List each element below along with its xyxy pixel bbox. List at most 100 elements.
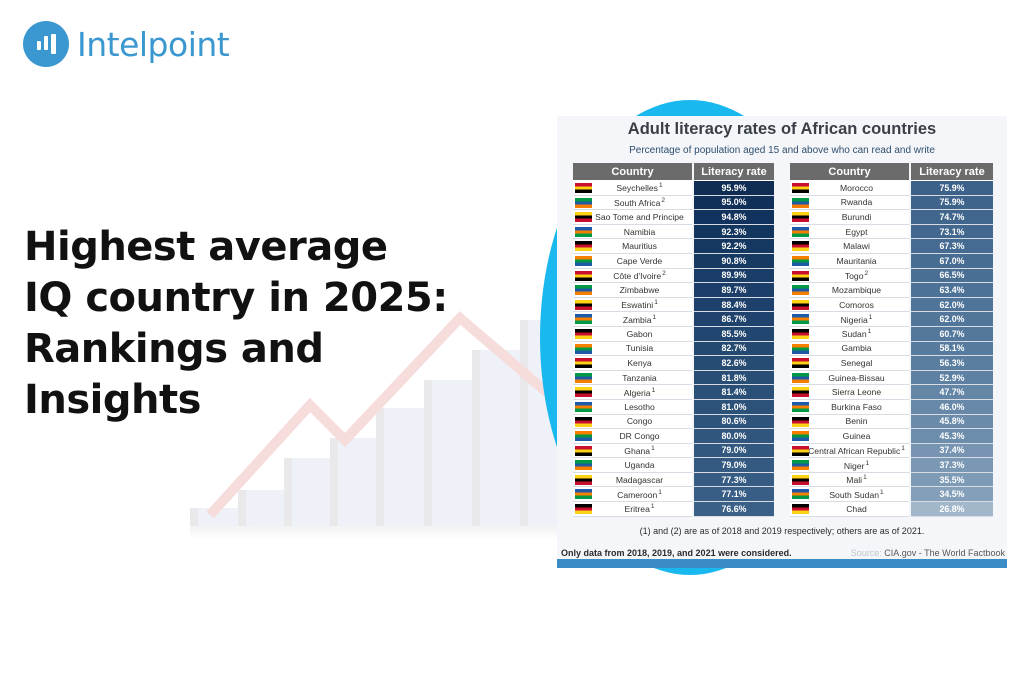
country-cell: Eswatini1 [573, 297, 692, 313]
table-row: Côte d'Ivoire2 89.9% [573, 268, 774, 284]
flag-icon [575, 255, 592, 266]
literacy-rate-cell: 85.5% [694, 326, 774, 342]
country-name: Gambia [841, 343, 872, 354]
column-header-country: Country [573, 163, 692, 181]
table-row: Gabon 85.5% [573, 326, 774, 342]
literacy-rate-cell: 89.7% [694, 283, 774, 298]
literacy-rate-cell: 90.8% [694, 253, 774, 269]
table-row: Cape Verde 90.8% [573, 253, 774, 269]
country-name: South Sudan [829, 489, 880, 500]
flag-icon [575, 401, 592, 412]
flag-icon [575, 183, 592, 193]
footnote: (1) and (2) are as of 2018 and 2019 resp… [639, 526, 925, 536]
table-row: Eswatini1 88.4% [573, 297, 774, 313]
literacy-rate-cell: 62.0% [911, 312, 993, 327]
country-name: Benin [845, 416, 868, 427]
country-name: Comoros [839, 299, 874, 310]
flag-icon [575, 328, 592, 339]
literacy-rate-cell: 94.8% [694, 210, 774, 225]
literacy-rate-cell: 95.9% [694, 181, 774, 196]
flag-icon [575, 372, 592, 383]
country-name: Chad [846, 503, 867, 514]
literacy-rate-cell: 45.8% [911, 414, 993, 430]
country-name: Sao Tome and Principe [595, 211, 684, 222]
flag-icon [575, 387, 592, 398]
country-cell: DR Congo [573, 429, 692, 444]
table-row: Congo 80.6% [573, 414, 774, 430]
column-header-rate: Literacy rate [694, 163, 774, 181]
country-cell: Burkina Faso [790, 399, 909, 415]
footnote-marker: 1 [658, 488, 662, 496]
country-cell: Seychelles1 [573, 181, 692, 196]
country-name: Senegal [840, 357, 873, 368]
flag-icon [575, 299, 592, 310]
flag-icon [792, 445, 809, 456]
source-label: Source: [850, 548, 882, 558]
flag-icon [792, 401, 809, 412]
country-cell: Mauritania [790, 253, 909, 269]
footnote-marker: 1 [651, 444, 655, 452]
country-cell: Cape Verde [573, 253, 692, 269]
literacy-rate-cell: 77.3% [694, 472, 774, 488]
table-row: Gambia 58.1% [790, 341, 993, 357]
country-name: Zambia [622, 314, 652, 325]
country-name: Gabon [626, 328, 653, 339]
country-name: Burundi [841, 211, 872, 222]
literacy-rate-cell: 79.0% [694, 443, 774, 459]
country-cell: Zimbabwe [573, 283, 692, 298]
country-name: Madagascar [615, 474, 664, 485]
bar-chart-circle-icon [23, 21, 69, 67]
country-cell: Madagascar [573, 472, 692, 488]
flag-icon [575, 285, 592, 296]
table-row: Central African Republic1 37.4% [790, 443, 993, 459]
country-cell: Malawi [790, 239, 909, 254]
literacy-rate-cell: 89.9% [694, 268, 774, 284]
country-name: Congo [626, 416, 653, 427]
flag-icon [575, 226, 592, 237]
country-cell: Senegal [790, 356, 909, 371]
country-name: Algeria [623, 387, 651, 398]
table-row: Senegal 56.3% [790, 356, 993, 371]
table-row: Burkina Faso 46.0% [790, 399, 993, 415]
country-cell: Tunisia [573, 341, 692, 357]
literacy-rate-cell: 37.4% [911, 443, 993, 459]
country-name: Burkina Faso [831, 401, 882, 412]
country-name: Mauritania [836, 255, 877, 266]
table-row: DR Congo 80.0% [573, 429, 774, 444]
country-name: Mauritius [622, 241, 657, 252]
table-row: Uganda 79.0% [573, 458, 774, 473]
literacy-rate-cell: 37.3% [911, 458, 993, 473]
source-text: CIA.gov - The World Factbook [884, 548, 1005, 558]
country-cell: Tanzania [573, 370, 692, 386]
brand-logo[interactable]: Intelpoint [23, 20, 230, 68]
country-name: Mali [846, 475, 863, 486]
country-name: Eritrea [624, 504, 650, 515]
flag-icon [792, 343, 809, 354]
flag-icon [792, 197, 809, 208]
table-row: Zambia1 86.7% [573, 312, 774, 327]
footnote-marker: 1 [651, 386, 656, 394]
table-row: Madagascar 77.3% [573, 472, 774, 488]
country-cell: Comoros [790, 297, 909, 313]
table-row: Sierra Leone 47.7% [790, 385, 993, 400]
flag-icon [575, 343, 592, 354]
country-cell: Guinea [790, 429, 909, 444]
literacy-rate-cell: 77.1% [694, 487, 774, 503]
country-name: Malawi [843, 241, 870, 252]
country-cell: Mali1 [790, 472, 909, 488]
flag-icon [792, 504, 809, 515]
flag-icon [792, 270, 809, 281]
literacy-rate-cell: 67.3% [911, 239, 993, 254]
country-cell: Mauritius [573, 239, 692, 254]
country-cell: Zambia1 [573, 312, 692, 327]
flag-icon [792, 431, 809, 442]
literacy-rate-cell: 73.1% [911, 224, 993, 240]
table-row: Sao Tome and Principe 94.8% [573, 210, 774, 225]
country-cell: Gabon [573, 326, 692, 342]
table-row: Lesotho 81.0% [573, 399, 774, 415]
literacy-rate-cell: 58.1% [911, 341, 993, 357]
literacy-infographic: Adult literacy rates of African countrie… [557, 116, 1007, 568]
country-cell: Nigeria1 [790, 312, 909, 327]
flag-icon [575, 445, 592, 456]
table-row: Kenya 82.6% [573, 356, 774, 371]
